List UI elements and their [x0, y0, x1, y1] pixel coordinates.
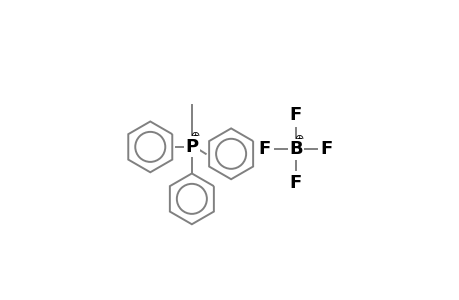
Text: ⊕: ⊕ [191, 131, 200, 142]
Text: ⊕: ⊕ [295, 134, 304, 145]
Text: F: F [289, 174, 301, 192]
Text: F: F [320, 140, 332, 158]
Text: F: F [289, 106, 301, 124]
Text: P: P [185, 138, 198, 156]
Text: B: B [288, 140, 302, 158]
Text: F: F [258, 140, 270, 158]
